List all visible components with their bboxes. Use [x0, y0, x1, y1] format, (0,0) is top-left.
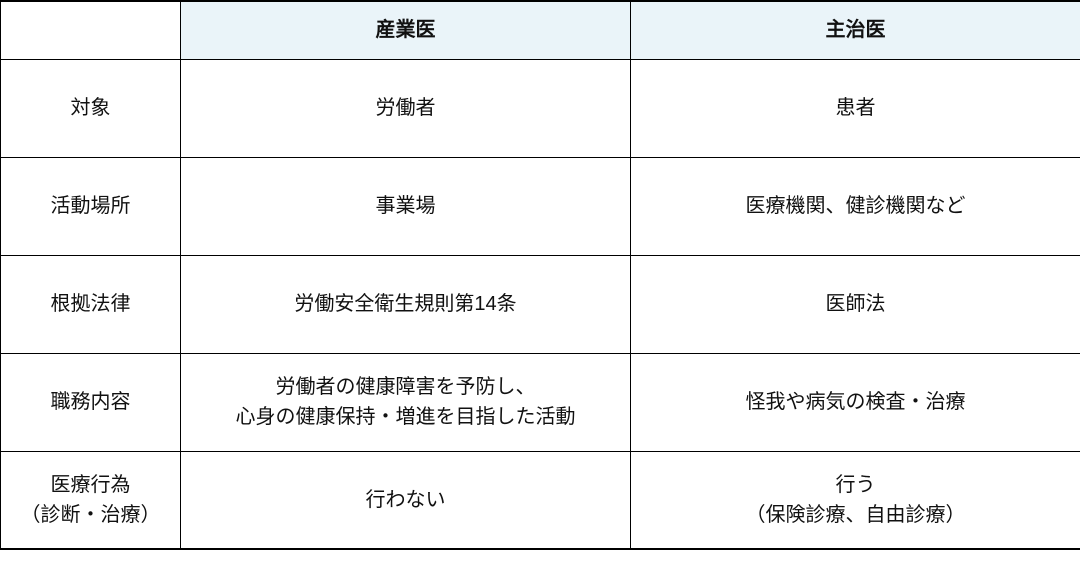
cell-col1: 行わない: [181, 451, 631, 549]
row-label: 職務内容: [1, 353, 181, 451]
header-blank: [1, 1, 181, 59]
cell-col2: 患者: [631, 59, 1080, 157]
cell-col1: 労働安全衛生規則第14条: [181, 255, 631, 353]
header-col-1: 産業医: [181, 1, 631, 59]
row-label: 根拠法律: [1, 255, 181, 353]
table-row: 活動場所 事業場 医療機関、健診機関など: [1, 157, 1080, 255]
table-row: 医療行為 （診断・治療） 行わない 行う （保険診療、自由診療）: [1, 451, 1080, 549]
cell-col1: 事業場: [181, 157, 631, 255]
table-row: 職務内容 労働者の健康障害を予防し、 心身の健康保持・増進を目指した活動 怪我や…: [1, 353, 1080, 451]
cell-col2: 医療機関、健診機関など: [631, 157, 1080, 255]
row-label: 活動場所: [1, 157, 181, 255]
header-col-2: 主治医: [631, 1, 1080, 59]
comparison-table-container: 産業医 主治医 対象 労働者 患者 活動場所 事業場 医療機関、健診機関など 根…: [0, 0, 1080, 550]
table-row: 根拠法律 労働安全衛生規則第14条 医師法: [1, 255, 1080, 353]
table-body: 対象 労働者 患者 活動場所 事業場 医療機関、健診機関など 根拠法律 労働安全…: [1, 59, 1080, 549]
table-header-row: 産業医 主治医: [1, 1, 1080, 59]
cell-col1: 労働者: [181, 59, 631, 157]
row-label: 対象: [1, 59, 181, 157]
comparison-table: 産業医 主治医 対象 労働者 患者 活動場所 事業場 医療機関、健診機関など 根…: [0, 0, 1080, 550]
cell-col1: 労働者の健康障害を予防し、 心身の健康保持・増進を目指した活動: [181, 353, 631, 451]
cell-col2: 怪我や病気の検査・治療: [631, 353, 1080, 451]
cell-col2: 医師法: [631, 255, 1080, 353]
table-row: 対象 労働者 患者: [1, 59, 1080, 157]
row-label: 医療行為 （診断・治療）: [1, 451, 181, 549]
cell-col2: 行う （保険診療、自由診療）: [631, 451, 1080, 549]
